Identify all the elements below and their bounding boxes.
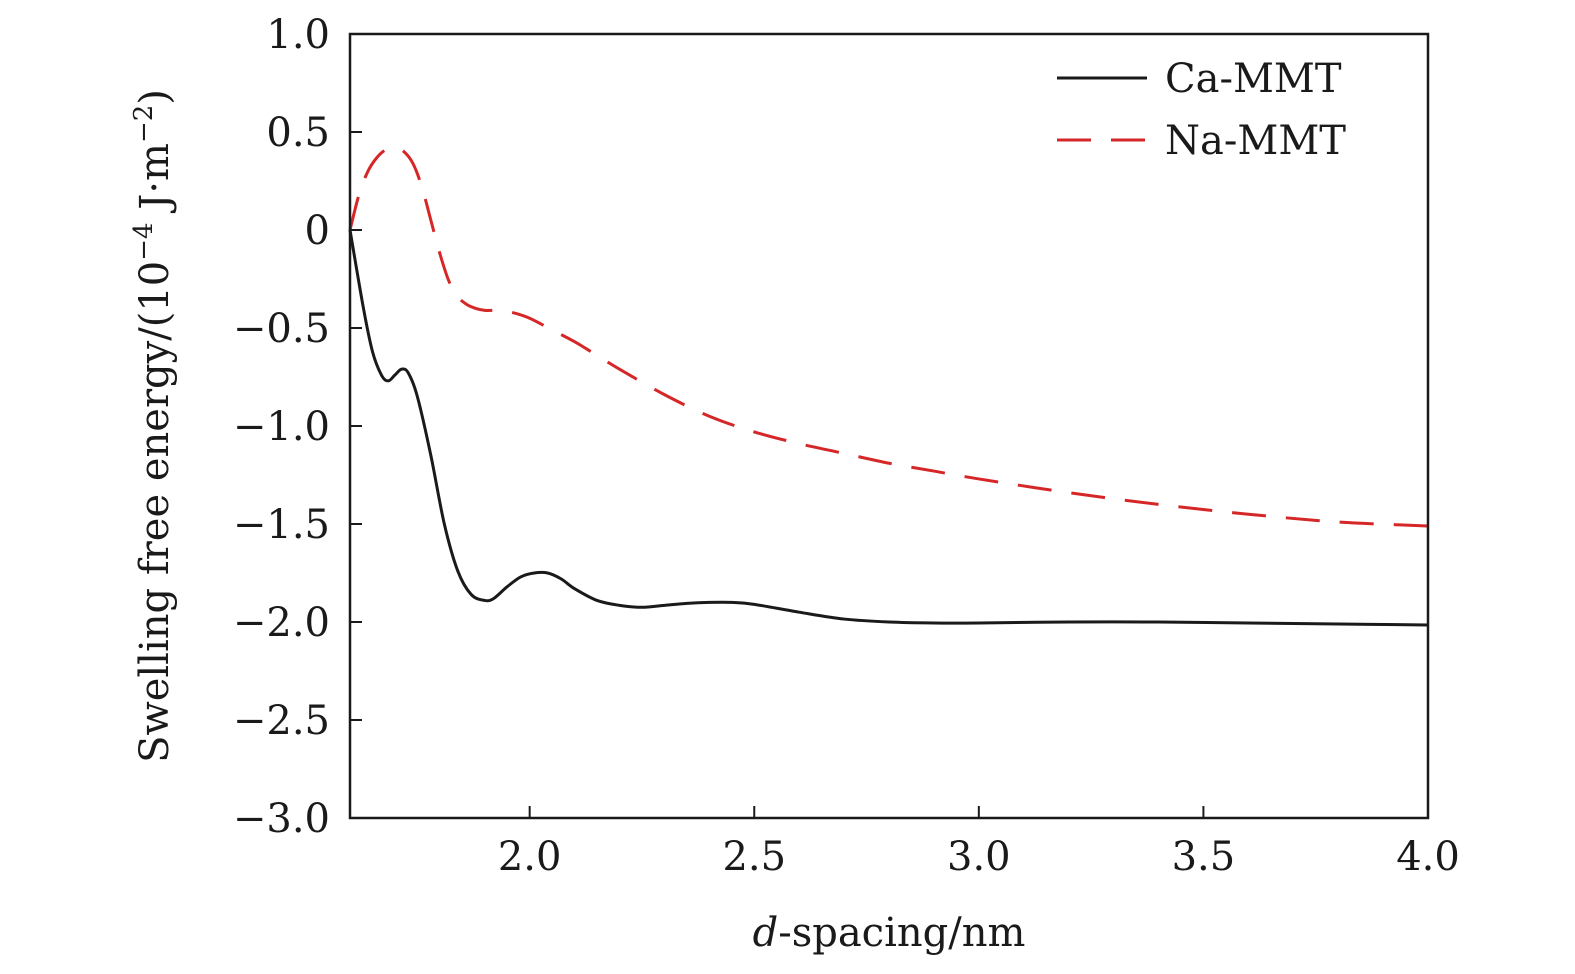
y-axis-title: Swelling free energy/(10−4 J·m−2) [129, 89, 178, 763]
series-line-ca-mmt [348, 229, 1429, 627]
y-tick-label: −1.0 [233, 404, 330, 450]
y-tick-label: 1.0 [266, 12, 330, 58]
y-tick-label: 0.5 [266, 110, 330, 156]
y-tick-label: 0 [305, 208, 330, 254]
y-tick-label: −1.5 [233, 502, 330, 548]
y-tick-label: −0.5 [233, 306, 330, 352]
legend: Ca-MMT Na-MMT [1057, 56, 1346, 164]
x-tick-label: 3.5 [1172, 834, 1236, 880]
series-line-na-mmt [348, 146, 1429, 528]
legend-label-ca-mmt: Ca-MMT [1165, 56, 1342, 102]
y-tick-label: −2.0 [233, 600, 330, 646]
y-tick-label: −3.0 [233, 796, 330, 842]
x-tick-label: 3.0 [947, 834, 1011, 880]
x-tick-label: 2.5 [722, 834, 786, 880]
legend-label-na-mmt: Na-MMT [1165, 118, 1346, 164]
x-tick-label: 4.0 [1396, 834, 1460, 880]
x-axis: 2.0 2.5 3.0 3.5 4.0 [498, 806, 1460, 880]
plot-lines [348, 146, 1429, 627]
y-axis: 1.0 0.5 0 −0.5 −1.0 −1.5 −2.0 −2.5 −3.0 [233, 12, 362, 842]
x-axis-title: d-spacing/nm [753, 910, 1026, 956]
x-tick-label: 2.0 [498, 834, 562, 880]
y-tick-label: −2.5 [233, 698, 330, 744]
